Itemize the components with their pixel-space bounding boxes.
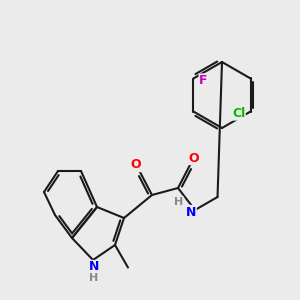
Text: N: N	[89, 260, 99, 274]
Text: H: H	[174, 197, 184, 207]
Text: O: O	[189, 152, 199, 164]
Text: F: F	[199, 74, 208, 87]
Text: H: H	[89, 273, 99, 283]
Text: O: O	[131, 158, 141, 172]
Text: N: N	[186, 206, 196, 218]
Text: Cl: Cl	[232, 107, 245, 120]
